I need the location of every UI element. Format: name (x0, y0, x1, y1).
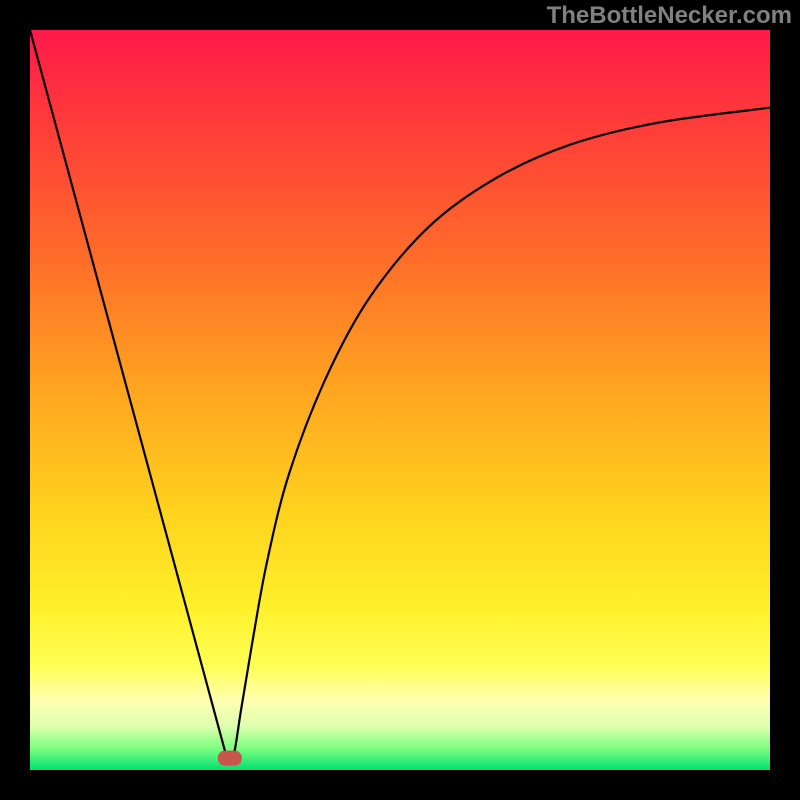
chart-container: TheBottleNecker.com (0, 0, 800, 800)
optimum-marker (218, 751, 242, 766)
watermark-text: TheBottleNecker.com (547, 2, 792, 30)
bottleneck-chart (0, 0, 800, 800)
chart-plot-area (30, 30, 770, 770)
